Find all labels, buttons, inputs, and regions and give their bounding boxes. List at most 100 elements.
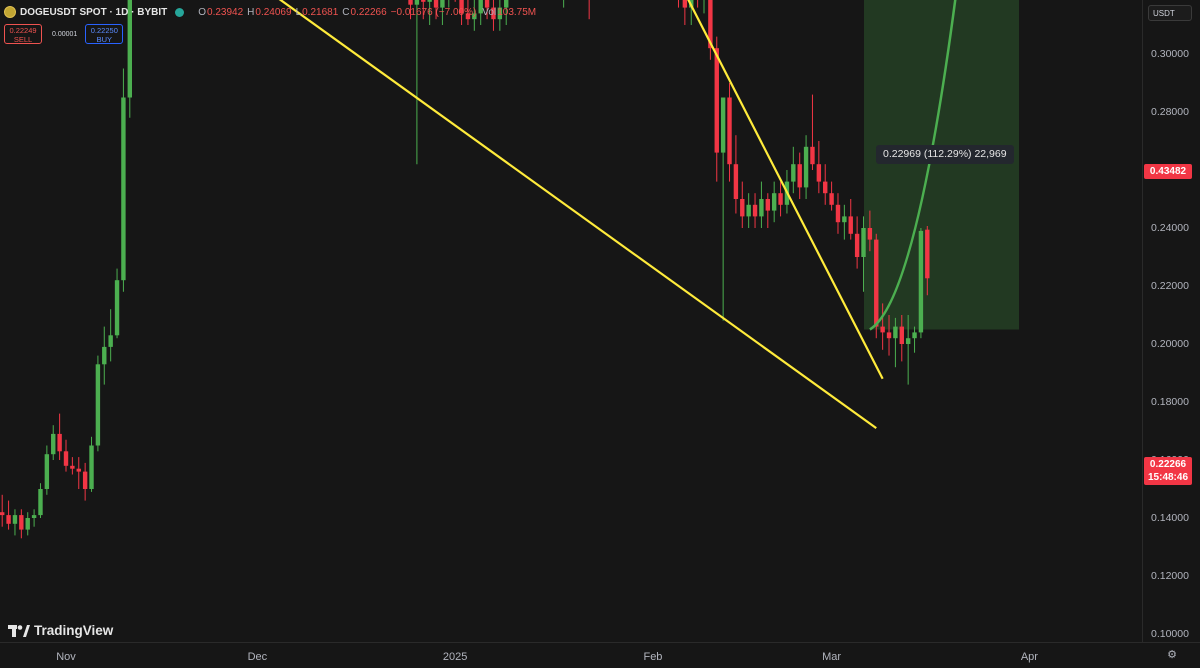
candle	[810, 94, 815, 170]
candle-body	[803, 146, 809, 188]
tradingview-logo[interactable]: TradingView	[8, 623, 113, 638]
target-zone	[864, 0, 1019, 330]
candle	[114, 268, 120, 339]
candle	[0, 494, 5, 527]
price-tick: 0.14000	[1151, 512, 1189, 524]
symbol-title[interactable]: DOGEUSDT SPOT · 1D · BYBIT	[20, 6, 168, 18]
candle-body	[108, 335, 113, 347]
candle	[504, 0, 509, 25]
candle-body	[504, 0, 509, 8]
sell-button[interactable]: 0.22249 SELL	[4, 24, 42, 44]
candle-body	[752, 204, 758, 217]
buy-price: 0.22250	[90, 26, 118, 35]
candle	[459, 0, 464, 25]
low-value: 0.21681	[302, 6, 339, 18]
candle	[44, 445, 50, 495]
candle	[588, 0, 590, 20]
projection-curve	[869, 0, 957, 331]
time-tick: Mar	[822, 651, 842, 663]
candle-body	[880, 326, 885, 333]
candle	[414, 0, 420, 165]
candle-body	[746, 204, 751, 217]
candle-body	[682, 0, 688, 8]
candle	[740, 181, 745, 228]
candle	[893, 317, 898, 368]
candle	[76, 457, 81, 489]
candle-body	[82, 471, 88, 489]
high-label: H	[247, 6, 255, 18]
price-tick: 0.18000	[1151, 396, 1189, 408]
gear-icon[interactable]: ⚙	[1167, 649, 1177, 661]
candle	[874, 233, 879, 339]
candle-body	[759, 199, 764, 217]
time-tick: Apr	[1020, 651, 1038, 663]
candle-body	[421, 0, 426, 2]
candle	[867, 210, 873, 252]
support-trendline	[278, 0, 877, 429]
price-tick: 0.10000	[1151, 628, 1189, 640]
candle	[677, 0, 679, 8]
candle	[6, 500, 11, 530]
candle	[708, 0, 713, 60]
candle	[95, 355, 101, 452]
candle-body	[6, 515, 11, 524]
candle-body	[0, 512, 5, 516]
candle-body	[912, 332, 917, 339]
candle	[440, 0, 445, 25]
candle	[759, 181, 764, 228]
candle-body	[76, 468, 81, 472]
candle-body	[19, 515, 24, 530]
price-axis[interactable]: 0.300000.280000.260000.240000.220000.200…	[1142, 0, 1200, 642]
time-tick: Dec	[247, 651, 268, 663]
candle	[861, 216, 866, 292]
current-price-label: 0.22266 15:48:46	[1144, 457, 1192, 485]
candle	[484, 0, 490, 20]
candle-body	[127, 0, 132, 98]
open-value: 0.23942	[207, 6, 244, 18]
chart-pane[interactable]: DOGEUSDT SPOT · 1D · BYBIT O 0.23942 H 0.2…	[0, 0, 1142, 642]
candle	[835, 193, 841, 234]
price-tick: 0.12000	[1151, 570, 1189, 582]
candle-body	[771, 193, 777, 211]
candle	[791, 146, 796, 194]
candle-body	[886, 332, 892, 339]
candle	[19, 509, 24, 539]
dogecoin-logo-icon	[4, 6, 16, 18]
buy-button[interactable]: 0.22250 BUY	[85, 24, 124, 44]
candle	[38, 483, 43, 518]
candle-body	[918, 230, 924, 333]
close-label: C	[342, 6, 350, 18]
candle-body	[842, 216, 847, 223]
candle	[563, 0, 565, 8]
price-chart[interactable]	[0, 0, 1142, 642]
volume-value: 103.75M	[497, 6, 537, 18]
candle	[823, 164, 828, 205]
candle	[912, 326, 917, 353]
candle-body	[854, 233, 860, 257]
candle-body	[31, 515, 37, 518]
candle-body	[733, 164, 739, 199]
volume-label: Vol	[482, 6, 497, 18]
candle-body	[414, 0, 420, 5]
candle-body	[433, 0, 439, 8]
target-price-label: 0.43482	[1144, 164, 1192, 179]
candle	[51, 425, 56, 460]
live-dot-icon	[175, 7, 185, 17]
candle-body	[720, 97, 726, 153]
candle-body	[823, 181, 828, 194]
trade-buttons: 0.22249 SELL 0.00001 0.22250 BUY	[4, 24, 124, 44]
candle-body	[63, 451, 69, 466]
currency-selector[interactable]: USDT	[1148, 5, 1192, 21]
candle	[816, 141, 822, 194]
candle-body	[497, 7, 503, 20]
candle	[848, 199, 853, 240]
time-axis[interactable]: Nov Dec 2025 Feb Mar Apr	[0, 642, 1200, 668]
candle-body	[861, 228, 866, 257]
measure-tooltip: 0.22969 (112.29%) 22,969	[876, 145, 1014, 164]
time-tick: Nov	[56, 651, 76, 663]
candle-body	[427, 0, 432, 2]
candle-body	[899, 326, 904, 344]
candle	[886, 315, 892, 356]
candle	[12, 509, 18, 536]
price-tick: 0.24000	[1151, 222, 1189, 234]
